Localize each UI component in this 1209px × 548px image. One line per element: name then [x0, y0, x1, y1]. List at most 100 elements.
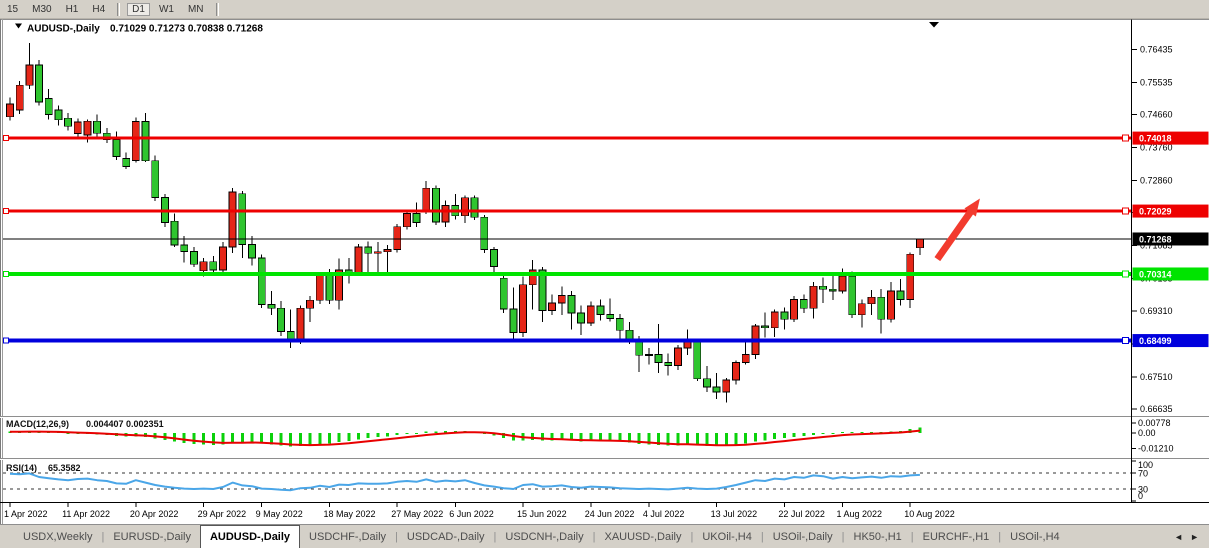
candle — [373, 242, 382, 272]
candle — [886, 282, 895, 323]
candle-body — [857, 303, 866, 316]
time-tick-label: 24 Jun 2022 — [585, 509, 635, 519]
timeframe-button-D1[interactable]: D1 — [127, 2, 150, 16]
candle — [151, 155, 160, 202]
hline-right-marker — [1122, 207, 1129, 215]
candle — [383, 245, 392, 273]
candle — [25, 43, 34, 89]
macd-axis-label: -0.01210 — [1138, 444, 1174, 454]
arrow-head-icon — [964, 198, 980, 217]
candle — [412, 202, 421, 227]
candle-body — [432, 187, 440, 223]
candle-body — [470, 197, 479, 218]
candle-body — [315, 274, 324, 301]
trend-arrow-annotation[interactable] — [934, 198, 980, 262]
candle-body — [151, 160, 160, 198]
chart-tab-USDX-Weekly[interactable]: USDX,Weekly — [23, 530, 93, 543]
level-lines — [3, 134, 1131, 345]
candle-body — [54, 109, 63, 121]
tab-separator: | — [101, 530, 105, 543]
candle-body — [567, 295, 576, 314]
candle — [809, 281, 818, 319]
rsi-indicator-value: 65.3582 — [48, 463, 81, 473]
hline-0.74018[interactable] — [3, 134, 1131, 142]
candle-body — [6, 103, 14, 118]
candle — [296, 305, 305, 345]
candle — [615, 314, 624, 341]
candle — [519, 276, 527, 337]
tab-separator: | — [395, 530, 398, 543]
tab-separator: | — [592, 530, 596, 543]
price-badge-text: 0.70314 — [1139, 269, 1172, 279]
arrow-shaft — [934, 207, 976, 262]
candle-body — [209, 261, 218, 271]
price-badge: 0.71268 — [1132, 232, 1209, 246]
chart-tab-XAUUSD-Daily[interactable]: XAUUSD-,Daily — [604, 530, 682, 543]
time-tick-label: 1 Apr 2022 — [4, 509, 48, 519]
candle — [441, 200, 450, 227]
chart-tab-HK50-H1[interactable]: HK50-,H1 — [853, 530, 902, 543]
tabs-scroll-left-icon[interactable]: ◄ — [1174, 531, 1184, 542]
chart-tab-USOil-H4[interactable]: USOil-,H4 — [1010, 530, 1060, 543]
candle-body — [373, 251, 382, 254]
candle-body — [422, 187, 431, 212]
candle — [557, 286, 566, 315]
time-tick-label: 18 May 2022 — [323, 509, 375, 519]
hline-0.68499[interactable] — [3, 337, 1131, 345]
rsi-indicator-label: RSI(14) — [6, 463, 37, 473]
candle — [712, 372, 721, 400]
chart-tab-EURUSD-Daily[interactable]: EURUSD-,Daily — [113, 530, 191, 543]
chart-tab-USOil-Daily[interactable]: USOil-,Daily — [772, 530, 833, 543]
timeframe-button-M30[interactable]: M30 — [32, 3, 52, 15]
candle — [586, 301, 595, 326]
candle-body — [44, 98, 53, 115]
timeframe-button-H4[interactable]: H4 — [92, 3, 106, 15]
hline-left-marker — [3, 337, 9, 344]
rsi-axis-label: 70 — [1138, 469, 1148, 479]
chart-dropdown-icon[interactable] — [15, 23, 22, 29]
candle-body — [780, 311, 789, 320]
price-tick-label: 0.72860 — [1140, 176, 1173, 186]
candle — [896, 278, 905, 306]
candle-body — [267, 304, 276, 309]
chart-tab-USDCHF-Daily[interactable]: USDCHF-,Daily — [309, 530, 387, 543]
candles — [6, 43, 924, 403]
timeframe-button-MN[interactable]: MN — [187, 3, 204, 15]
candle — [761, 312, 769, 338]
candle — [703, 366, 711, 392]
candle-body — [828, 288, 837, 292]
candle — [606, 298, 615, 322]
chart-tab-AUDUSD-Daily[interactable]: AUDUSD-,Daily — [199, 525, 301, 548]
chart-tab-EURCHF-H1[interactable]: EURCHF-,H1 — [922, 530, 990, 543]
candle-body — [548, 302, 556, 311]
toolbar-separator — [117, 2, 121, 16]
toolbar-separator — [215, 2, 219, 16]
price-tick-label: 0.66635 — [1140, 404, 1173, 414]
price-badge: 0.72029 — [1132, 204, 1209, 218]
chart-symbol-title: AUDUSD-,Daily — [27, 24, 100, 35]
timeframe-button-15[interactable]: 15 — [7, 3, 19, 15]
chart-canvas[interactable]: 0.764350.755350.746600.737600.728600.719… — [0, 19, 1209, 524]
hline-0.70314[interactable] — [3, 270, 1131, 278]
candle-body — [596, 305, 605, 315]
candle — [693, 339, 702, 381]
candle-body — [886, 290, 895, 320]
candle-body — [916, 238, 924, 249]
chart-tab-USDCAD-Daily[interactable]: USDCAD-,Daily — [406, 530, 485, 543]
candle — [170, 213, 179, 247]
price-badge-text: 0.71268 — [1139, 234, 1172, 244]
candle-body — [296, 307, 305, 340]
hline-0.72029[interactable] — [3, 207, 1131, 215]
chart-tab-USDCNH-Daily[interactable]: USDCNH-,Daily — [505, 530, 584, 543]
price-axis: 0.764350.755350.746600.737600.728600.719… — [1132, 44, 1209, 414]
candle-body — [790, 299, 798, 320]
chart-tab-UKOil-H4[interactable]: UKOil-,H4 — [702, 530, 752, 543]
price-tick-label: 0.69310 — [1140, 306, 1173, 316]
tabs-scroll-right-icon[interactable]: ► — [1190, 531, 1199, 542]
timeframe-button-W1[interactable]: W1 — [158, 3, 174, 15]
tab-separator: | — [841, 530, 845, 543]
candle — [509, 287, 518, 341]
time-tick-label: 22 Jul 2022 — [778, 509, 825, 519]
timeframe-button-H1[interactable]: H1 — [65, 3, 79, 15]
